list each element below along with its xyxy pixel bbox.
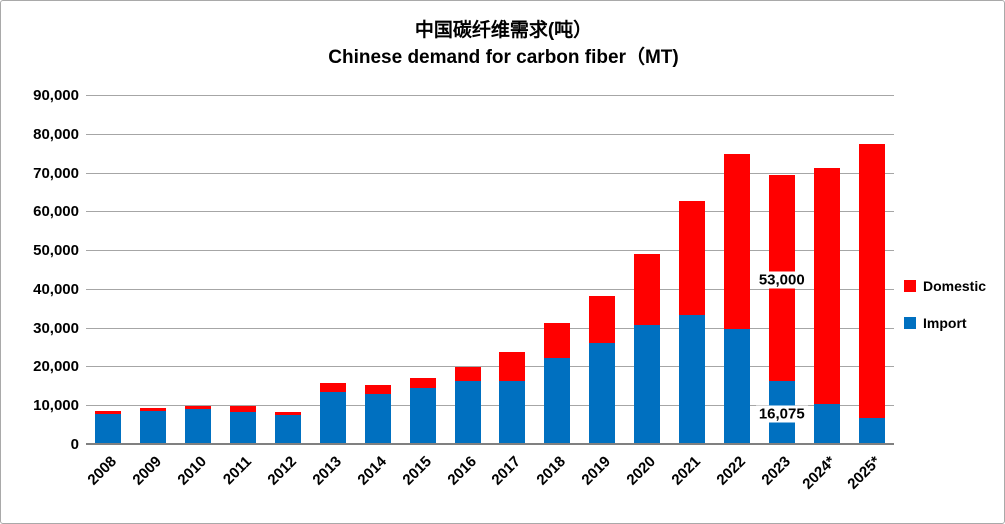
bar-2013	[319, 382, 346, 443]
gridline-80,000	[86, 133, 894, 135]
gridline-10,000	[86, 405, 894, 407]
bar-segment-domestic-2009	[140, 408, 167, 412]
bar-segment-import-2013	[319, 391, 346, 443]
bar-2010	[185, 405, 212, 443]
bar-2024	[813, 167, 840, 443]
bar-2022	[723, 154, 750, 443]
y-tick-label-90000: 90,000	[33, 87, 79, 104]
bar-segment-domestic-2008	[95, 411, 122, 414]
bar-segment-domestic-2022	[723, 154, 750, 329]
bar-segment-import-2018	[544, 357, 571, 443]
bar-2021	[679, 201, 705, 443]
bar-segment-import-2010	[185, 408, 212, 443]
bar-segment-import-2021	[679, 314, 705, 443]
bar-2009	[140, 408, 167, 443]
gridline-60,000	[86, 211, 894, 213]
bar-2012	[275, 412, 301, 443]
y-tick-label-80000: 80,000	[33, 125, 79, 143]
y-tick-label-0: 0	[70, 436, 79, 453]
bar-2014	[364, 384, 391, 443]
bar-2017	[499, 351, 526, 443]
bar-segment-import-2008	[95, 413, 122, 443]
y-tick-label-40000: 40,000	[33, 280, 79, 298]
bar-segment-domestic-2015	[409, 377, 436, 388]
legend-item-domestic: Domestic	[904, 278, 986, 294]
gridline-30,000	[86, 327, 894, 329]
data-label-import-2023: 16,075	[755, 405, 808, 423]
bar-segment-import-2019	[589, 342, 616, 443]
bar-2019	[589, 296, 616, 443]
legend-label-import: Import	[923, 315, 967, 331]
bar-segment-import-2009	[140, 411, 167, 443]
y-tick-label-20000: 20,000	[33, 358, 79, 376]
y-tick-label-70000: 70,000	[33, 164, 79, 182]
gridline-50,000	[86, 250, 894, 252]
bar-segment-import-2015	[409, 387, 436, 443]
chart-title: 中国碳纤维需求(吨） Chinese demand for carbon fib…	[1, 17, 1004, 71]
bar-segment-domestic-2021	[679, 201, 705, 315]
bar-segment-domestic-2019	[589, 296, 616, 343]
bar-segment-import-2020	[634, 325, 661, 443]
bar-segment-domestic-2013	[319, 382, 346, 392]
bar-segment-domestic-2016	[454, 367, 481, 382]
bar-segment-import-2014	[364, 393, 391, 443]
bar-2016	[454, 367, 481, 443]
bar-segment-import-2011	[230, 411, 257, 443]
domestic-color-swatch-icon	[904, 280, 916, 292]
bar-2025	[858, 144, 885, 443]
bar-segment-domestic-2011	[230, 406, 257, 412]
bar-segment-domestic-2024	[813, 167, 840, 405]
bar-2008	[95, 411, 122, 443]
gridline-90,000	[86, 95, 894, 96]
y-tick-label-50000: 50,000	[33, 242, 79, 260]
bar-segment-domestic-2025	[858, 144, 885, 418]
import-color-swatch-icon	[904, 317, 916, 329]
bar-2018	[544, 322, 571, 443]
chart-title-chinese: 中国碳纤维需求(吨）	[414, 20, 593, 41]
gridline-70,000	[86, 172, 894, 174]
legend-label-domestic: Domestic	[923, 278, 987, 294]
y-tick-label-10000: 10,000	[33, 397, 79, 415]
bar-segment-domestic-2020	[634, 253, 661, 326]
bar-2020	[634, 253, 661, 443]
bar-segment-import-2016	[454, 381, 481, 443]
gridline-20,000	[86, 366, 894, 368]
bar-segment-domestic-2014	[364, 384, 391, 394]
gridline-40,000	[86, 288, 894, 290]
bar-2011	[230, 406, 257, 443]
legend: Domestic Import	[904, 278, 986, 352]
data-label-domestic-2023: 53,000	[755, 271, 808, 289]
bar-segment-import-2012	[275, 415, 301, 443]
y-tick-label-30000: 30,000	[33, 319, 79, 337]
y-tick-label-60000: 60,000	[33, 203, 79, 221]
bar-segment-domestic-2017	[499, 351, 526, 381]
bar-segment-import-2025	[858, 417, 885, 443]
bar-segment-import-2022	[723, 328, 750, 443]
bar-segment-import-2017	[499, 380, 526, 443]
legend-item-import: Import	[904, 315, 986, 331]
bar-2015	[409, 377, 436, 443]
bar-segment-domestic-2018	[544, 322, 571, 358]
bar-2023	[768, 175, 795, 443]
bar-segment-domestic-2010	[185, 405, 212, 409]
bar-segment-import-2024	[813, 404, 840, 443]
bar-segment-domestic-2012	[275, 412, 301, 416]
chart-title-english: Chinese demand for carbon fiber（MT)	[328, 47, 679, 68]
